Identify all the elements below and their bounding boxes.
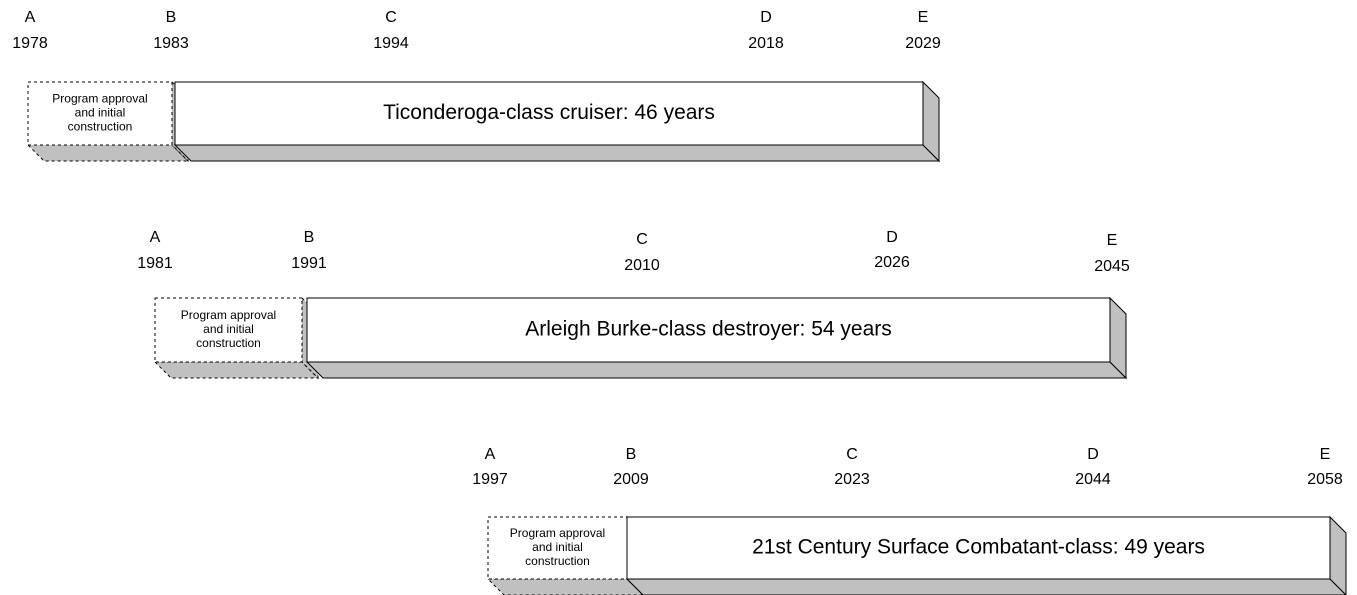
phase-label: construction [68,120,133,134]
marker-year: 1983 [153,35,189,52]
phase-box-front [27,81,173,146]
marker-letter: D [1087,446,1099,463]
marker-letter: B [304,229,315,246]
marker-letter: C [846,446,858,463]
marker-year: 1994 [373,35,409,52]
service-bar-front [174,81,924,146]
bar-label: Arleigh Burke-class destroyer: 54 years [525,318,892,341]
phase-label: and initial [75,106,126,120]
marker-letter: B [166,9,177,26]
marker-year: 2045 [1094,258,1130,275]
phase-box-front [487,516,628,580]
marker-year: 2018 [748,35,784,52]
phase-label: Program approval [510,526,605,540]
phase-box-bottom [26,144,190,162]
marker-year: 2058 [1307,471,1343,488]
phase-label: construction [196,336,261,350]
marker-letter: E [1320,446,1331,463]
phase-box-front [154,297,303,363]
marker-year: 2026 [874,254,910,271]
marker-year: 2023 [834,471,870,488]
marker-letter: C [636,231,648,248]
service-bar-front [306,297,1111,363]
marker-letter: A [485,446,496,463]
phase-label: and initial [203,322,254,336]
marker-year: 2044 [1075,471,1111,488]
phase-box-bottom [486,578,644,595]
service-bar-front [626,516,1331,580]
bar-label: 21st Century Surface Combatant-class: 49… [752,536,1205,559]
marker-year: 2029 [905,35,941,52]
phase-label: Program approval [52,92,147,106]
marker-year: 2009 [613,471,649,488]
service-bar-bottom [173,144,941,162]
marker-letter: E [1107,232,1118,249]
marker-year: 2010 [624,257,660,274]
marker-letter: D [760,9,772,26]
marker-letter: E [918,9,929,26]
marker-letter: A [150,229,161,246]
bar-label: Ticonderoga-class cruiser: 46 years [383,101,715,124]
marker-year: 1997 [472,471,508,488]
marker-year: 1978 [12,35,48,52]
phase-label: Program approval [181,308,276,322]
marker-letter: B [626,446,637,463]
marker-year: 1981 [137,255,173,272]
phase-box-bottom [153,361,320,379]
marker-letter: A [25,9,36,26]
phase-label: construction [525,554,590,568]
service-bar-bottom [625,578,1347,595]
marker-year: 1991 [291,255,327,272]
service-bar-bottom [305,361,1128,379]
phase-label: and initial [532,540,583,554]
marker-letter: C [385,9,397,26]
marker-letter: D [886,229,898,246]
